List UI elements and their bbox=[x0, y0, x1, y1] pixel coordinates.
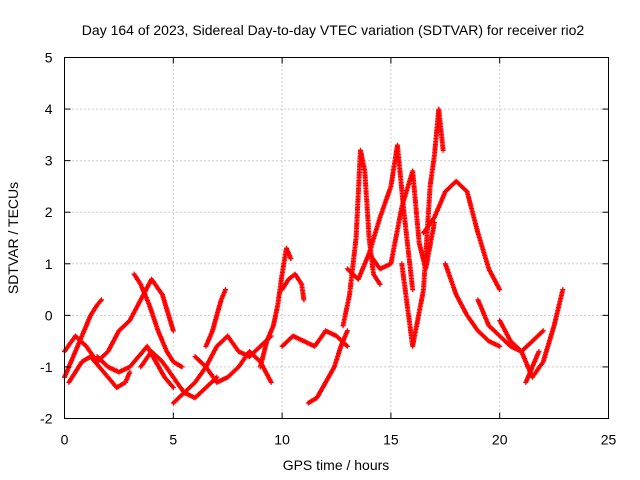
x-tick-label: 25 bbox=[601, 432, 617, 448]
y-tick-label: 5 bbox=[45, 50, 53, 66]
x-axis-label: GPS time / hours bbox=[283, 457, 390, 473]
series-markers bbox=[421, 178, 503, 293]
series-trace-20 bbox=[475, 297, 546, 354]
series-trace-18 bbox=[421, 178, 503, 293]
series-trace-11 bbox=[279, 271, 307, 303]
series-markers bbox=[203, 287, 228, 349]
series-markers bbox=[62, 276, 176, 365]
series-trace-5 bbox=[94, 343, 176, 391]
series-markers bbox=[305, 328, 350, 406]
series-markers bbox=[497, 287, 566, 380]
series-trace-13 bbox=[305, 328, 350, 406]
series-markers bbox=[66, 354, 133, 391]
series-markers bbox=[344, 142, 416, 293]
x-tick-label: 10 bbox=[274, 432, 290, 448]
x-tick-label: 20 bbox=[492, 432, 508, 448]
series-trace-10 bbox=[257, 245, 294, 370]
series-trace-21 bbox=[497, 287, 566, 380]
x-tick-label: 15 bbox=[383, 432, 399, 448]
y-tick-label: 2 bbox=[45, 204, 53, 220]
x-tick-label: 5 bbox=[169, 432, 177, 448]
series-markers bbox=[442, 261, 503, 349]
y-tick-label: 3 bbox=[45, 153, 53, 169]
data-layer bbox=[62, 106, 566, 406]
series-markers bbox=[257, 245, 294, 370]
series-trace-19 bbox=[442, 261, 503, 349]
y-tick-label: 0 bbox=[45, 307, 53, 323]
series-markers bbox=[523, 349, 542, 385]
y-tick-label: 1 bbox=[45, 256, 53, 272]
series-trace-8 bbox=[203, 287, 228, 349]
x-tick-label: 0 bbox=[61, 432, 69, 448]
series-trace-22 bbox=[523, 349, 542, 385]
series-markers bbox=[138, 349, 220, 401]
series-markers bbox=[366, 168, 437, 272]
y-tick-label: 4 bbox=[45, 101, 53, 117]
series-trace-6 bbox=[138, 349, 220, 401]
plot-frame bbox=[64, 57, 609, 419]
y-tick-label: -1 bbox=[40, 359, 53, 375]
series-trace-16 bbox=[366, 168, 437, 272]
axis-layer: 0 5 10 15 20 25 -2 -1 0 1 2 3 4 5 bbox=[40, 50, 616, 448]
chart-title: Day 164 of 2023, Sidereal Day-to-day VTE… bbox=[82, 22, 585, 38]
series-trace-2 bbox=[62, 276, 176, 365]
series-trace-15 bbox=[344, 142, 416, 293]
series-markers bbox=[131, 271, 185, 370]
series-markers bbox=[94, 343, 176, 391]
series-trace-9 bbox=[192, 349, 274, 385]
y-axis-label: SDTVAR / TECUs bbox=[5, 182, 21, 294]
series-markers bbox=[192, 349, 274, 385]
series-trace-3 bbox=[66, 354, 133, 391]
series-trace-4 bbox=[131, 271, 185, 370]
series-markers bbox=[475, 297, 546, 354]
y-tick-label: -2 bbox=[40, 411, 53, 427]
series-markers bbox=[279, 271, 307, 303]
